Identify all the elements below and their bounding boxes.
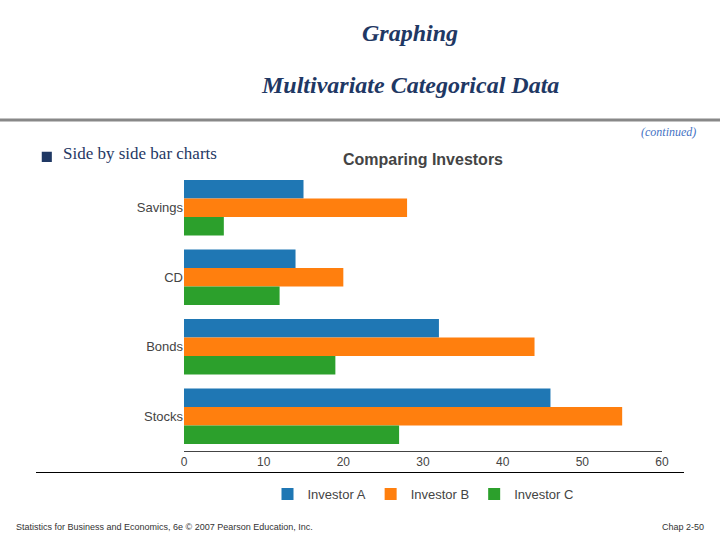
svg-text:Side by side bar charts: Side by side bar charts [63, 144, 217, 163]
svg-text:Chap 2-50: Chap 2-50 [662, 522, 704, 532]
svg-text:20: 20 [337, 455, 351, 469]
svg-text:30: 30 [416, 455, 430, 469]
svg-text:Stocks: Stocks [144, 409, 184, 424]
svg-text:Bonds: Bonds [146, 339, 183, 354]
svg-text:Statistics for Business and Ec: Statistics for Business and Economics, 6… [16, 522, 313, 532]
svg-text:60: 60 [655, 455, 669, 469]
svg-text:Investor C: Investor C [514, 487, 573, 502]
svg-text:(continued): (continued) [641, 125, 696, 139]
svg-text:Savings: Savings [137, 200, 184, 215]
svg-text:Multivariate Categorical Data: Multivariate Categorical Data [261, 72, 559, 98]
svg-text:Investor B: Investor B [411, 487, 470, 502]
svg-text:0: 0 [181, 455, 188, 469]
svg-text:CD: CD [164, 270, 183, 285]
svg-text:Graphing: Graphing [362, 20, 458, 46]
svg-text:50: 50 [576, 455, 590, 469]
svg-text:40: 40 [496, 455, 510, 469]
svg-text:Investor A: Investor A [308, 487, 366, 502]
svg-text:10: 10 [257, 455, 271, 469]
svg-text:Comparing Investors: Comparing Investors [343, 151, 503, 168]
